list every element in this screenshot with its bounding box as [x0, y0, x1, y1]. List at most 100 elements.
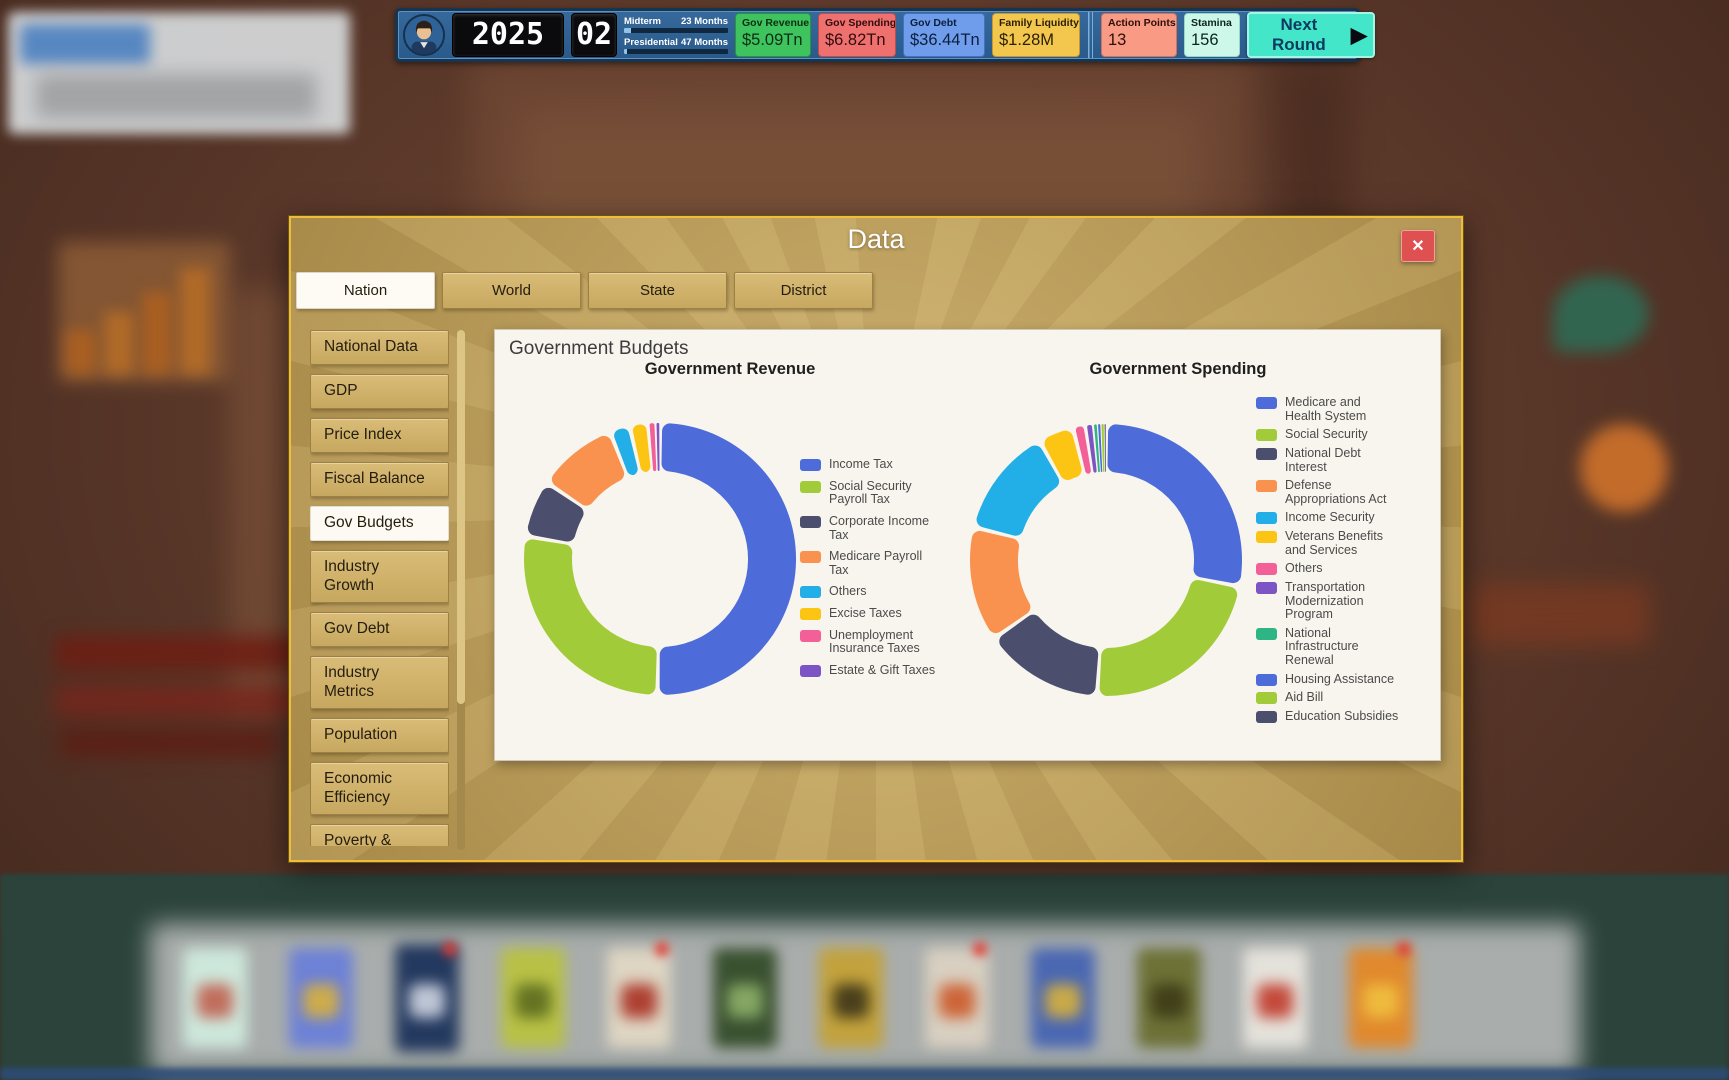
spending-donut-chart: [970, 424, 1242, 696]
legend-label: Defense Appropriations Act: [1285, 478, 1387, 506]
background-shape: [197, 984, 233, 1018]
background-shape: [409, 984, 445, 1018]
stat-label: Family Liquidity: [999, 17, 1079, 29]
background-shape: [104, 312, 134, 374]
stat-gov-spending: Gov Spending $6.82Tn: [818, 13, 896, 57]
stat-label: Stamina: [1191, 17, 1232, 29]
close-button[interactable]: ✕: [1401, 230, 1435, 262]
legend-swatch: [800, 629, 821, 642]
donut-segment-veterans-benefits-and-services: [1044, 430, 1082, 480]
player-portrait-icon: [405, 16, 443, 54]
donut-segment-social-security-payroll-tax: [523, 539, 657, 695]
sidebar-item-gov-debt[interactable]: Gov Debt: [310, 612, 449, 647]
legend-swatch: [800, 480, 821, 493]
timer-progress-fill: [624, 49, 628, 54]
legend-item-income-security: Income Security: [1256, 511, 1398, 525]
legend-swatch: [1256, 447, 1277, 460]
background-shape: [1468, 584, 1650, 646]
background-shape: [60, 730, 278, 756]
background-shape: [655, 942, 669, 956]
legend-label: Corporate Income Tax: [829, 513, 930, 542]
modal-title: Data: [847, 224, 905, 254]
legend-label: National Debt Interest: [1285, 445, 1361, 474]
legend-item-housing-assistance: Housing Assistance: [1256, 671, 1398, 687]
donut-segment-transportation-modernization-program: [1087, 424, 1097, 473]
stat-value: $1.28M: [999, 31, 1055, 49]
background-shape: [443, 942, 457, 956]
stat-boxes: Gov Revenue $5.09Tn Gov Spending $6.82Tn Gov…: [735, 12, 1240, 58]
election-timers: Midterm 23 Months Presidential 47 Months: [624, 16, 728, 54]
legend-swatch: [1256, 480, 1277, 493]
donut-segment-medicare-payroll-tax: [551, 435, 625, 506]
background-shape: [1045, 984, 1081, 1018]
donut-segment-housing-assistance: [1098, 424, 1103, 473]
scrollbar-thumb[interactable]: [457, 330, 465, 704]
legend-swatch: [1256, 692, 1277, 705]
legend-swatch: [1256, 627, 1277, 640]
background-shape: [621, 984, 657, 1018]
donut-segment-national-infrastructure-renewal: [1094, 424, 1100, 473]
donut-segment-estate-gift-taxes: [656, 423, 660, 472]
timer-progress-track: [624, 28, 728, 33]
legend-label: Social Security: [1285, 427, 1368, 442]
legend-label: Aid Bill: [1285, 690, 1324, 705]
tab-district[interactable]: District: [734, 272, 873, 309]
timer-row: Midterm 23 Months: [624, 16, 728, 27]
sidebar-item-population[interactable]: Population: [310, 718, 449, 753]
stat-label: Gov Spending: [825, 17, 896, 29]
stat-gov-debt: Gov Debt $36.44Tn: [903, 13, 985, 57]
donut-segment-aid-bill: [1101, 424, 1105, 473]
next-round-button[interactable]: Next Round ▶: [1247, 12, 1375, 58]
tab-world[interactable]: World: [442, 272, 581, 309]
next-round-label: Next Round: [1272, 15, 1326, 54]
tab-nation[interactable]: Nation: [296, 272, 435, 309]
legend-item-others: Others: [1256, 562, 1398, 576]
legend-item-national-infrastructure-renewal: National Infrastructure Renewal: [1256, 626, 1398, 668]
legend-label: Others: [829, 584, 867, 599]
legend-item-transportation-modernization-program: Transportation Modernization Program: [1256, 579, 1398, 622]
legend-swatch: [1256, 563, 1277, 576]
donut-segment-unemployment-insurance-taxes: [649, 423, 657, 472]
legend-label: Veterans Benefits and Services: [1285, 529, 1383, 557]
donut-segment-national-debt-interest: [999, 614, 1099, 695]
tab-state[interactable]: State: [588, 272, 727, 309]
timer-progress-fill: [624, 28, 632, 33]
legend-item-veterans-benefits-and-services: Veterans Benefits and Services: [1256, 529, 1398, 557]
chart-title-revenue: Government Revenue: [644, 360, 816, 378]
legend-label: Income Tax: [829, 457, 893, 471]
legend-item-medicare-payroll-tax: Medicare Payroll Tax: [800, 549, 935, 577]
legend-label: Excise Taxes: [829, 606, 902, 620]
sidebar: National Data GDP Price Index Fiscal Balanc…: [310, 330, 449, 846]
legend-label: Housing Assistance: [1285, 671, 1395, 686]
background-shape: [36, 74, 316, 118]
sidebar-item-gdp[interactable]: GDP: [310, 374, 449, 409]
sidebar-item-poverty[interactable]: Poverty &: [310, 824, 449, 846]
timer-progress-track: [624, 49, 728, 54]
background-shape: [66, 330, 96, 374]
background-shape: [20, 24, 150, 64]
sidebar-item-national-data[interactable]: National Data: [310, 330, 449, 365]
legend-label: Transportation Modernization Program: [1285, 579, 1366, 622]
player-avatar[interactable]: [403, 14, 445, 56]
sidebar-item-industry-metrics[interactable]: Industry Metrics: [310, 656, 449, 709]
legend-item-national-debt-interest: National Debt Interest: [1256, 445, 1398, 474]
legend-swatch: [800, 664, 821, 677]
sidebar-item-price-index[interactable]: Price Index: [310, 418, 449, 453]
background-shape: [1363, 984, 1399, 1018]
legend-item-others: Others: [800, 585, 935, 599]
background-shape: [1397, 942, 1411, 956]
legend-label: Medicare and Health System: [1285, 395, 1367, 423]
background-shape: [142, 292, 172, 374]
sidebar-item-gov-budgets[interactable]: Gov Budgets: [310, 506, 449, 541]
stat-value: 13: [1108, 31, 1127, 49]
panel-title: Government Budgets: [509, 338, 689, 359]
chart-title-spending: Government Spending: [1089, 360, 1267, 378]
background-shape: [0, 1068, 1729, 1080]
sidebar-item-economic-efficiency[interactable]: Economic Efficiency: [310, 762, 449, 815]
legend-item-excise-taxes: Excise Taxes: [800, 606, 935, 621]
sidebar-scrollbar[interactable]: [457, 330, 465, 850]
tab-bar: Nation World State District: [296, 272, 873, 309]
sidebar-item-fiscal-balance[interactable]: Fiscal Balance: [310, 462, 449, 497]
donut-segment-medicare-and-health-system: [1107, 424, 1242, 584]
sidebar-item-industry-growth[interactable]: Industry Growth: [310, 550, 449, 603]
